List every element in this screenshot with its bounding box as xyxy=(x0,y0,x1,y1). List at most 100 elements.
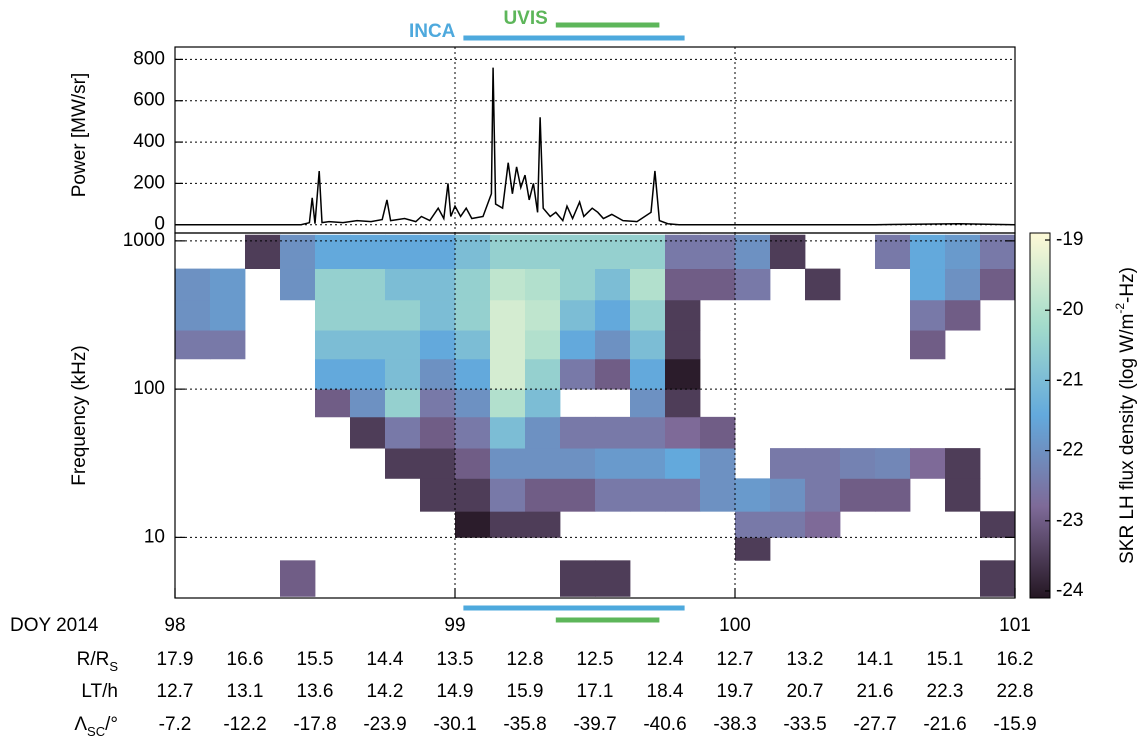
colorbar-label-sup: -2 xyxy=(1113,303,1127,314)
spectrogram-cell xyxy=(560,448,596,479)
spectrogram-cell xyxy=(525,358,561,390)
colorbar-tick-label: -20 xyxy=(1056,299,1083,320)
table-cell: 14.1 xyxy=(857,649,894,670)
spectrogram-cell xyxy=(455,299,491,331)
table-cell: 14.9 xyxy=(437,681,474,702)
spectrogram-cell xyxy=(315,268,351,301)
spectrogram-cell xyxy=(420,416,456,449)
table-cell: 14.2 xyxy=(367,681,404,702)
spectrogram-cell xyxy=(735,234,771,270)
table-cell: 12.5 xyxy=(577,649,614,670)
colorbar-tick-label: -21 xyxy=(1056,369,1083,390)
spectrogram-cell xyxy=(455,234,491,270)
spectrogram-cell xyxy=(420,234,456,270)
spectrogram-cell xyxy=(560,416,596,449)
spectrogram-cell xyxy=(490,234,526,270)
colorbar-tick-label: -19 xyxy=(1056,229,1083,250)
spectrogram-cell xyxy=(630,268,666,301)
spectrogram-cell xyxy=(630,234,666,270)
spectrogram-cell xyxy=(385,234,421,270)
row-label-text: R/R xyxy=(77,649,110,670)
table-cell: 13.5 xyxy=(437,649,474,670)
table-cell: 13.2 xyxy=(787,649,824,670)
spectrogram-cell xyxy=(595,478,631,512)
plot-frame xyxy=(174,232,1016,599)
spectrogram-cell xyxy=(805,511,841,538)
spectrogram-cell xyxy=(455,358,491,390)
spectrogram-cell xyxy=(595,560,631,597)
spectrogram-cell xyxy=(315,234,351,270)
spectrogram-cell xyxy=(560,234,596,270)
spectrogram-cell xyxy=(490,330,526,360)
spectrogram-cell xyxy=(490,358,526,390)
table-cell: 12.4 xyxy=(647,649,684,670)
spectrogram-cell xyxy=(665,478,701,512)
y-tick-label: 800 xyxy=(133,48,165,69)
table-cell: -40.6 xyxy=(643,714,686,735)
spectrogram-cell xyxy=(630,416,666,449)
table-cell: 12.8 xyxy=(507,649,544,670)
table-cell: 17.1 xyxy=(577,681,614,702)
y-tick-label: 1000 xyxy=(123,230,165,251)
colorbar-tick-label: -23 xyxy=(1056,510,1083,531)
spectrogram-cell xyxy=(595,330,631,360)
table-cell: -15.9 xyxy=(993,714,1036,735)
x-axis-label: DOY 2014 xyxy=(10,615,99,636)
spectrogram-cell xyxy=(665,358,701,390)
spectrogram-cell xyxy=(490,299,526,331)
spectrogram-cell xyxy=(525,268,561,301)
spectrogram-cell xyxy=(420,330,456,360)
table-cell: -17.8 xyxy=(293,714,336,735)
spectrogram-cell xyxy=(175,268,211,301)
spectrogram-cell xyxy=(560,299,596,331)
table-cell: -38.3 xyxy=(713,714,756,735)
row-label-sub: S xyxy=(109,659,118,674)
spectrogram-cell xyxy=(665,448,701,479)
colorbar-label: SKR LH flux density (log W/m-2-Hz) xyxy=(1113,267,1138,564)
row-label: ΛSC/° xyxy=(74,714,118,739)
spectrogram-cell xyxy=(350,358,386,390)
spectrogram-cell xyxy=(945,234,981,270)
spectrogram-cell xyxy=(630,358,666,390)
spectrogram-cell xyxy=(420,389,456,418)
spectrogram-cell xyxy=(595,268,631,301)
spectrogram-cell xyxy=(350,389,386,418)
plot-frame xyxy=(174,46,1016,234)
spectrogram-cell xyxy=(315,358,351,390)
interval-label: UVIS xyxy=(503,8,547,29)
spectrogram-cell xyxy=(385,416,421,449)
table-cell: -39.7 xyxy=(573,714,616,735)
interval-label: INCA xyxy=(409,21,456,42)
table-cell: -33.5 xyxy=(783,714,826,735)
spectrogram-cell xyxy=(910,268,946,301)
spectrogram-cell xyxy=(525,448,561,479)
spectrogram-cell xyxy=(280,560,316,597)
spectrogram-cell xyxy=(525,299,561,331)
spectrogram-cell xyxy=(770,478,806,512)
table-cell: 12.7 xyxy=(717,649,754,670)
y-axis-label: Frequency (kHz) xyxy=(69,345,90,485)
spectrogram-cell xyxy=(420,268,456,301)
colorbar-tick-label: -22 xyxy=(1056,440,1083,461)
spectrogram-cell xyxy=(385,389,421,418)
spectrogram-cell xyxy=(525,511,561,538)
x-tick-label: 98 xyxy=(164,615,185,636)
spectrogram-cell xyxy=(175,299,211,331)
spectrogram-cell xyxy=(595,358,631,390)
spectrogram-cell xyxy=(980,234,1016,270)
spectrogram-cell xyxy=(490,268,526,301)
y-axis-label: Power [MW/sr] xyxy=(69,73,90,198)
row-label: R/RS xyxy=(77,649,119,674)
table-cell: -23.9 xyxy=(363,714,406,735)
spectrogram-cell xyxy=(875,478,911,512)
spectrogram-cell xyxy=(980,560,1016,597)
spectrogram-cell xyxy=(525,330,561,360)
y-tick-label: 10 xyxy=(144,526,165,547)
spectrogram-cell xyxy=(385,358,421,390)
table-cell: 14.4 xyxy=(367,649,404,670)
spectrogram-cell xyxy=(420,358,456,390)
table-cell: 22.3 xyxy=(927,681,964,702)
y-tick-label: 400 xyxy=(133,131,165,152)
table-cell: 17.9 xyxy=(157,649,194,670)
spectrogram-cell xyxy=(525,234,561,270)
